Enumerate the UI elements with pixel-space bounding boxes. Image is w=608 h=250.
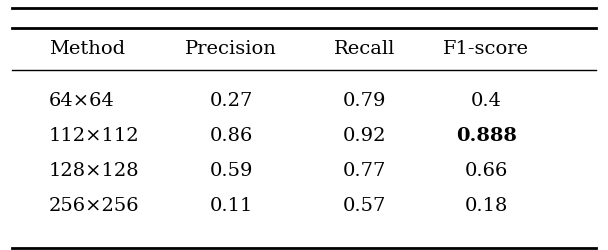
Text: Recall: Recall — [334, 40, 395, 58]
Text: F1-score: F1-score — [443, 40, 530, 58]
Text: 0.888: 0.888 — [456, 127, 517, 145]
Text: 0.66: 0.66 — [465, 162, 508, 180]
Text: 0.59: 0.59 — [209, 162, 253, 180]
Text: Method: Method — [49, 40, 125, 58]
Text: 0.27: 0.27 — [209, 92, 253, 110]
Text: 0.57: 0.57 — [343, 197, 387, 215]
Text: 0.86: 0.86 — [209, 127, 253, 145]
Text: 0.79: 0.79 — [343, 92, 387, 110]
Text: 128×128: 128×128 — [49, 162, 139, 180]
Text: 0.92: 0.92 — [343, 127, 387, 145]
Text: 64×64: 64×64 — [49, 92, 114, 110]
Text: 0.4: 0.4 — [471, 92, 502, 110]
Text: 0.77: 0.77 — [343, 162, 387, 180]
Text: Precision: Precision — [185, 40, 277, 58]
Text: 256×256: 256×256 — [49, 197, 139, 215]
Text: 0.18: 0.18 — [465, 197, 508, 215]
Text: 112×112: 112×112 — [49, 127, 139, 145]
Text: 0.11: 0.11 — [209, 197, 253, 215]
